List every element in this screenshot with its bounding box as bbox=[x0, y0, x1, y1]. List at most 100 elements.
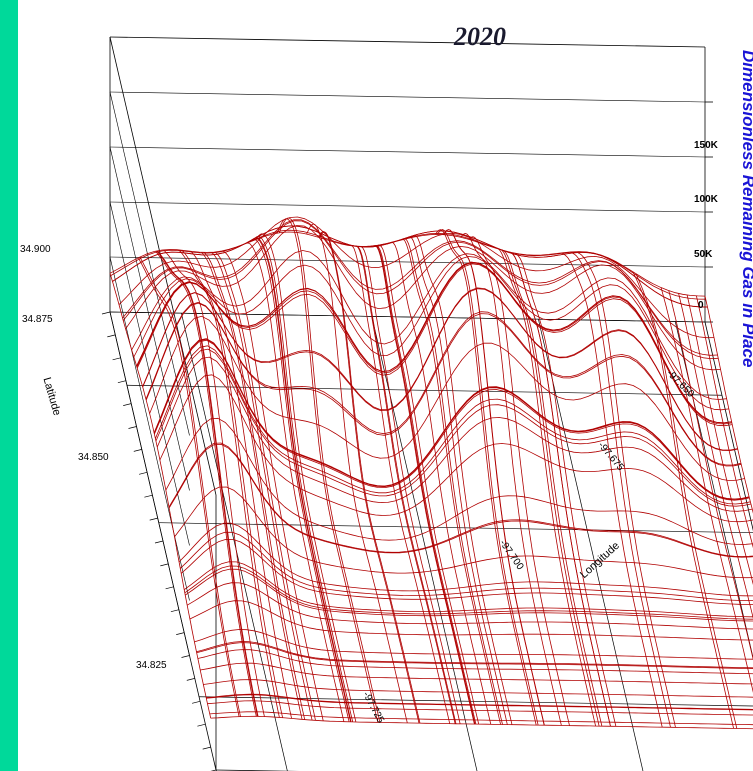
y-minor-tick bbox=[149, 517, 158, 521]
surface-mesh-line bbox=[406, 236, 508, 725]
z-gridline bbox=[109, 146, 190, 491]
surface-mesh-line bbox=[249, 237, 351, 722]
y-tick-label: 34.900 bbox=[20, 244, 51, 255]
surface-mesh-line bbox=[206, 694, 753, 711]
surface-mesh-line bbox=[276, 218, 379, 723]
surface-mesh-line bbox=[468, 236, 570, 726]
surface-mesh-line bbox=[704, 296, 753, 514]
y-minor-tick bbox=[112, 357, 121, 361]
y-minor-tick bbox=[165, 586, 174, 590]
surface-mesh-line bbox=[203, 252, 306, 720]
y-minor-tick bbox=[202, 746, 211, 750]
surface-mesh-line bbox=[181, 249, 283, 718]
surface-mesh-line bbox=[207, 700, 753, 716]
y-minor-tick bbox=[107, 334, 116, 338]
surface-mesh-line bbox=[109, 273, 212, 719]
surface-mesh-line bbox=[178, 249, 280, 718]
surface-mesh-line bbox=[174, 486, 753, 579]
y-minor-tick bbox=[186, 678, 195, 681]
chart-title: 2020 bbox=[454, 22, 506, 51]
surface-mesh-line bbox=[561, 252, 663, 728]
chart-frame: 2020 Dimensionless Remaining Gas in Plac… bbox=[18, 0, 753, 771]
surface-mesh-line bbox=[122, 220, 719, 360]
surface-mesh-line bbox=[189, 600, 753, 641]
surface-mesh-line bbox=[165, 417, 753, 545]
surface-mesh-line bbox=[142, 288, 738, 452]
y-gridline bbox=[158, 522, 753, 534]
surface-mesh-line bbox=[514, 252, 617, 727]
surface-mesh-line bbox=[206, 693, 753, 710]
floor-edge bbox=[704, 321, 753, 532]
surface-mesh-line bbox=[389, 241, 492, 725]
surface-mesh-line bbox=[278, 217, 381, 723]
surface-mesh-line bbox=[209, 711, 753, 726]
surface-mesh-line bbox=[375, 245, 477, 725]
surface-mesh-line bbox=[156, 356, 753, 512]
y-minor-tick bbox=[160, 563, 169, 567]
surface-mesh-line bbox=[200, 662, 753, 685]
surface-mesh-line bbox=[251, 235, 354, 722]
surface-mesh-line bbox=[574, 251, 676, 728]
surface-mesh-line bbox=[136, 263, 733, 427]
surface-mesh-line bbox=[138, 257, 240, 717]
y-minor-tick bbox=[154, 540, 164, 544]
surface-mesh-line bbox=[696, 295, 753, 549]
surface-mesh-line bbox=[377, 244, 480, 725]
surface-mesh-line bbox=[145, 302, 742, 467]
surface-mesh-line bbox=[154, 339, 750, 501]
surface-mesh-line bbox=[184, 565, 753, 620]
y-minor-tick bbox=[144, 494, 153, 498]
surface-mesh-line bbox=[180, 539, 753, 605]
y-minor-tick bbox=[128, 426, 137, 429]
surface-mesh-line bbox=[250, 237, 352, 722]
surface-mesh-line bbox=[498, 248, 600, 727]
y-minor-tick bbox=[181, 655, 190, 658]
z-tick-label: 100K bbox=[694, 194, 718, 205]
z-tick-label: 50K bbox=[694, 249, 713, 260]
surface-mesh-line bbox=[149, 315, 745, 482]
y-minor-tick bbox=[133, 449, 142, 452]
surface-mesh-line bbox=[196, 642, 753, 669]
z-gridline bbox=[109, 256, 190, 601]
surface-mesh-line bbox=[196, 641, 753, 669]
surface-mesh-line bbox=[155, 348, 751, 507]
surface-mesh-line bbox=[443, 229, 545, 726]
surface-mesh-line bbox=[194, 629, 753, 660]
surface-mesh-line bbox=[155, 250, 257, 717]
surface-mesh-line bbox=[139, 256, 241, 717]
y-minor-tick bbox=[197, 723, 206, 727]
surface-mesh-line bbox=[318, 231, 421, 724]
surface-mesh-line bbox=[157, 250, 259, 717]
surface-mesh-line bbox=[635, 273, 738, 729]
surface-mesh-line bbox=[125, 225, 721, 371]
surface-mesh-line bbox=[222, 250, 324, 721]
surface-mesh-line bbox=[168, 443, 753, 558]
back-wall-edge bbox=[109, 36, 217, 496]
surface-mesh-line bbox=[437, 229, 539, 726]
surface-mesh-line bbox=[211, 252, 313, 721]
surface-mesh-line bbox=[131, 250, 727, 400]
y-minor-tick bbox=[176, 632, 185, 635]
surface-mesh-line bbox=[435, 229, 537, 726]
surface-mesh-line bbox=[686, 294, 753, 586]
surface-mesh-line bbox=[203, 679, 753, 698]
surface-mesh-line bbox=[178, 522, 753, 597]
surface-mesh-line bbox=[254, 233, 357, 723]
surface-mesh-line bbox=[180, 531, 753, 601]
surface-mesh-line bbox=[156, 250, 258, 717]
surface-mesh-line bbox=[159, 374, 753, 523]
surface-mesh-line bbox=[190, 251, 292, 719]
surface-mesh-line bbox=[163, 249, 265, 717]
surface-mesh-line bbox=[133, 256, 729, 411]
y-minor-tick bbox=[170, 609, 179, 613]
surface-mesh-line bbox=[201, 251, 303, 720]
surface-mesh-line bbox=[460, 233, 562, 726]
surface-mesh-line bbox=[136, 262, 732, 425]
surface-mesh-line bbox=[401, 238, 503, 725]
y-minor-tick bbox=[192, 700, 201, 704]
surface-mesh-line bbox=[197, 649, 753, 675]
surface-mesh-line bbox=[155, 345, 751, 505]
surface-mesh-line bbox=[210, 715, 753, 730]
surface-mesh-line bbox=[168, 442, 753, 557]
surface-mesh-line bbox=[214, 251, 316, 721]
